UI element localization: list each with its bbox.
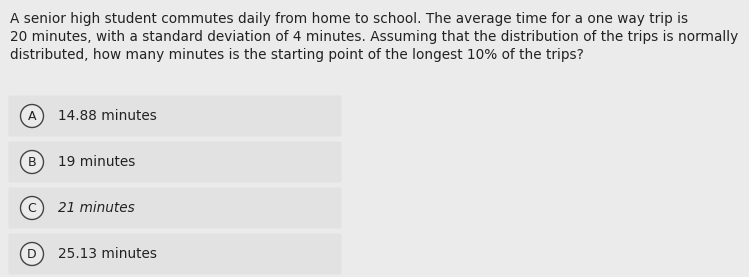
Text: C: C: [28, 201, 37, 214]
FancyBboxPatch shape: [8, 234, 342, 275]
Text: 25.13 minutes: 25.13 minutes: [58, 247, 157, 261]
Text: distributed, how many minutes is the starting point of the longest 10% of the tr: distributed, how many minutes is the sta…: [10, 48, 584, 62]
Text: 21 minutes: 21 minutes: [58, 201, 135, 215]
FancyBboxPatch shape: [8, 188, 342, 229]
Text: A: A: [28, 109, 36, 122]
Text: D: D: [27, 248, 37, 260]
Text: 19 minutes: 19 minutes: [58, 155, 136, 169]
Text: 20 minutes, with a standard deviation of 4 minutes. Assuming that the distributi: 20 minutes, with a standard deviation of…: [10, 30, 739, 44]
Circle shape: [20, 104, 43, 127]
Text: 14.88 minutes: 14.88 minutes: [58, 109, 157, 123]
Circle shape: [20, 242, 43, 265]
FancyBboxPatch shape: [8, 142, 342, 183]
Text: A senior high student commutes daily from home to school. The average time for a: A senior high student commutes daily fro…: [10, 12, 688, 26]
Text: B: B: [28, 155, 36, 168]
Circle shape: [20, 196, 43, 219]
FancyBboxPatch shape: [8, 96, 342, 137]
Circle shape: [20, 150, 43, 173]
